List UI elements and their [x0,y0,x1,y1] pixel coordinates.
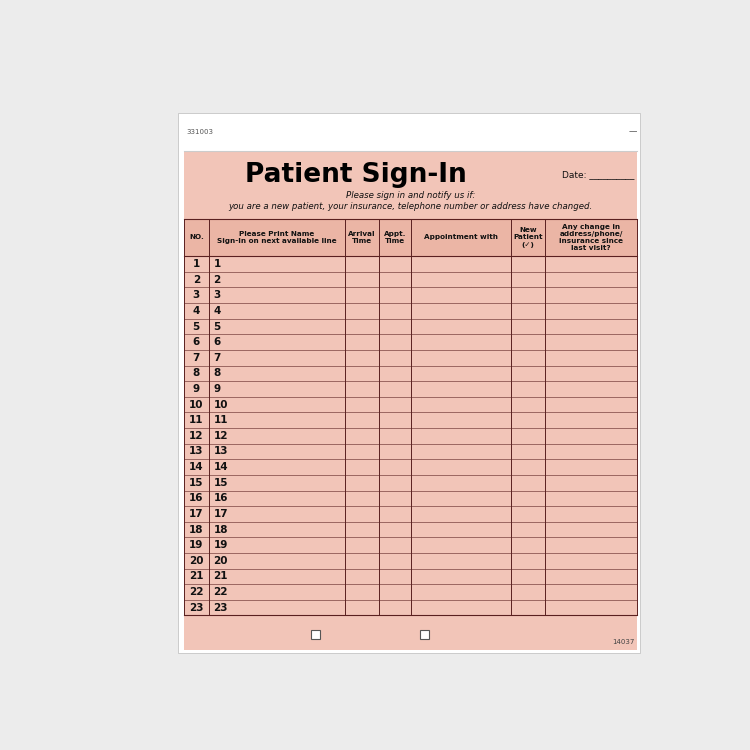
Text: Please sign in and notify us if:: Please sign in and notify us if: [346,190,476,200]
Text: Appointment with: Appointment with [424,235,498,241]
Text: 10: 10 [214,400,228,410]
Text: Date: __________: Date: __________ [562,170,634,179]
Text: 9: 9 [214,384,220,394]
Text: 14: 14 [189,462,203,472]
Text: 21: 21 [214,572,228,581]
Text: 3: 3 [193,290,200,300]
Text: 20: 20 [189,556,203,566]
Text: 4: 4 [193,306,200,316]
Text: 15: 15 [189,478,203,488]
Text: 1: 1 [214,259,220,269]
Text: 16: 16 [189,494,203,503]
Text: —: — [628,127,638,136]
Bar [178,113,640,653]
Text: 11: 11 [214,416,228,425]
Text: Please Print Name
Sign-In on next available line: Please Print Name Sign-In on next availa… [217,231,337,244]
Text: 18: 18 [189,524,203,535]
Text: 23: 23 [189,603,203,613]
Text: 13: 13 [214,446,228,457]
Bar [184,218,638,256]
Text: 12: 12 [189,430,203,441]
Text: 3: 3 [214,290,220,300]
Text: 5: 5 [193,322,200,332]
Text: 14037: 14037 [612,639,634,645]
Text: 2: 2 [214,274,220,285]
Text: 8: 8 [214,368,220,379]
Bar [184,116,638,151]
Text: 6: 6 [214,338,220,347]
Text: Appt.
Time: Appt. Time [384,231,406,244]
Bar [184,151,638,650]
Text: 22: 22 [214,587,228,597]
Text: 5: 5 [214,322,220,332]
Text: 4: 4 [214,306,220,316]
Text: New
Patient
(✓): New Patient (✓) [514,227,543,248]
Text: 8: 8 [193,368,200,379]
Text: 19: 19 [189,540,203,550]
Text: 22: 22 [189,587,203,597]
Bar [419,629,429,639]
Text: 17: 17 [189,509,203,519]
Text: 23: 23 [214,603,228,613]
Text: Any change in
address/phone/
insurance since
last visit?: Any change in address/phone/ insurance s… [560,224,623,251]
Text: 20: 20 [214,556,228,566]
Text: Patient Sign-In: Patient Sign-In [245,162,467,188]
Text: Arrival
Time: Arrival Time [348,231,376,244]
Text: 17: 17 [214,509,228,519]
Text: 2: 2 [193,274,200,285]
Text: 21: 21 [189,572,203,581]
Text: 18: 18 [214,524,228,535]
Text: 7: 7 [193,352,200,363]
Text: 14: 14 [214,462,228,472]
Text: you are a new patient, your insurance, telephone number or address have changed.: you are a new patient, your insurance, t… [229,202,592,211]
Text: 1: 1 [193,259,200,269]
Text: 10: 10 [189,400,203,410]
Text: 19: 19 [214,540,228,550]
Text: 11: 11 [189,416,203,425]
Text: 13: 13 [189,446,203,457]
Text: 6: 6 [193,338,200,347]
Bar [310,629,320,639]
Text: 7: 7 [214,352,220,363]
Text: 9: 9 [193,384,200,394]
Text: 15: 15 [214,478,228,488]
Text: 331003: 331003 [187,128,214,134]
Text: NO.: NO. [189,235,204,241]
Text: 16: 16 [214,494,228,503]
Text: 12: 12 [214,430,228,441]
